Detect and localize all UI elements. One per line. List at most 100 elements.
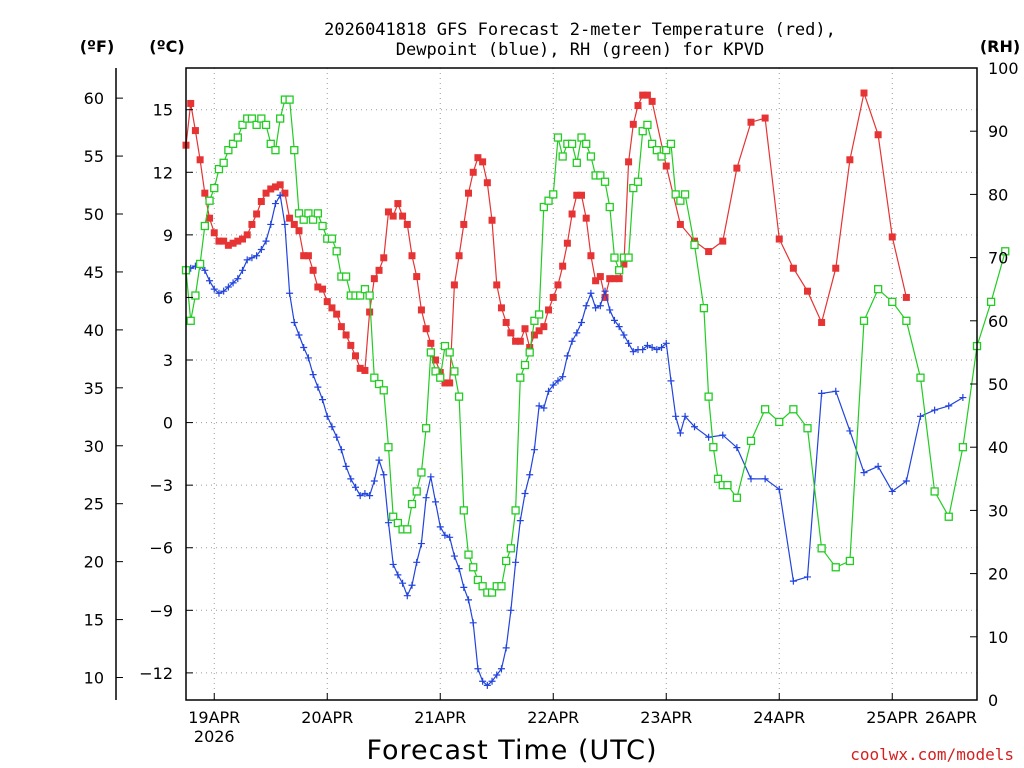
rh-point [930,487,939,496]
series-group [181,89,1010,689]
temperature-point [290,220,298,228]
temperature-point [323,298,331,306]
temperature-point [554,281,562,289]
rh-point [600,177,610,186]
temperature-point [526,343,534,351]
rh-point [294,209,304,218]
temperature-point [465,189,472,197]
dewpoint-point [446,533,454,541]
dewpoint-point [625,339,633,347]
rh-tick-label: 20 [988,565,1008,584]
dewpoint-point [658,343,666,351]
temperature-point [356,364,364,372]
temperature-point [719,237,727,245]
temperature-point [262,189,270,197]
axes-group: 15129630−3−6−9−1260555045403530252015101… [84,59,1019,746]
temperature-point [441,379,449,387]
dewpoint-point [380,471,388,479]
dewpoint-point [220,287,228,295]
rh-point [638,127,647,136]
temperature-point [761,114,769,122]
dewpoint-point [229,279,237,287]
temperature-point [187,99,195,107]
temperature-point [874,131,882,139]
temperature-point [601,293,609,301]
plot-frame [185,67,978,701]
fahrenheit-tick-label: 30 [84,437,104,456]
x-tick-label: 20APR [301,708,353,727]
temperature-point [582,214,590,222]
rh-point [257,114,266,123]
dewpoint-point [206,277,214,285]
dewpoint-point [530,446,538,454]
dewpoint-point [549,381,557,389]
dewpoint-point [408,581,416,589]
x-tick-label: 22APR [527,708,579,727]
dewpoint-point [959,394,967,402]
dewpoint-point [342,462,350,470]
dewpoint-point [493,671,501,679]
dewpoint-point [502,644,510,652]
dewpoint-point [512,558,520,566]
temperature-point [229,239,237,247]
rh-point [605,202,614,212]
temperature-point [902,293,910,301]
temperature-point [243,231,251,239]
dewpoint-point [610,316,618,324]
temperature-point [804,287,811,295]
dewpoint-point [902,477,910,485]
rh-point [360,285,370,294]
dewpoint-point [775,485,783,493]
dewpoint-point [516,517,524,525]
dewpoint-point [559,373,567,381]
temperature-point [639,91,647,99]
rh-point [760,405,770,414]
dewpoint-point [582,302,590,310]
dewpoint-series [182,191,967,689]
temperature-point [295,227,303,235]
rh-point [643,120,652,130]
rh-point [210,183,219,193]
rh-point [332,247,341,256]
dewpoint-point [436,523,444,531]
x-tick-label: 25APR [866,708,918,727]
dewpoint-point [224,283,232,291]
dewpoint-point [672,412,680,420]
dewpoint-point [860,469,868,477]
fahrenheit-tick-label: 10 [84,669,104,688]
rh-point [713,474,723,483]
rh-point [290,146,299,155]
rh-point [596,171,605,180]
rh-point [610,253,619,262]
rh-point [633,177,643,186]
rh-point [464,550,473,559]
rh-point [407,499,417,509]
fahrenheit-tick-label: 20 [84,553,104,572]
rh-point [704,392,713,401]
temperature-point [455,252,463,260]
dewpoint-point [615,323,623,331]
temperature-point [403,220,411,228]
rh-point [629,183,638,193]
dewpoint-point [361,490,369,498]
dewpoint-point [394,571,402,579]
dewpoint-point [620,331,628,339]
dewpoint-point [347,475,355,483]
rh-point [817,544,826,553]
temperature-point [417,306,425,314]
x-tick-label: 19APR [188,708,240,727]
dewpoint-point [300,343,308,351]
rh-point [845,556,855,566]
rh-point [586,152,596,161]
dewpoint-point [568,337,576,345]
rh-point [224,146,233,155]
rh-point [186,316,195,325]
dewpoint-point [507,606,515,614]
temperature-point [832,264,840,272]
dewpoint-point [337,446,345,454]
temperature-point [775,235,783,243]
temperature-point [342,331,350,339]
temperature-point [300,252,308,260]
dewpoint-point [215,289,223,297]
celsius-unit-label: (ºC) [149,37,184,56]
